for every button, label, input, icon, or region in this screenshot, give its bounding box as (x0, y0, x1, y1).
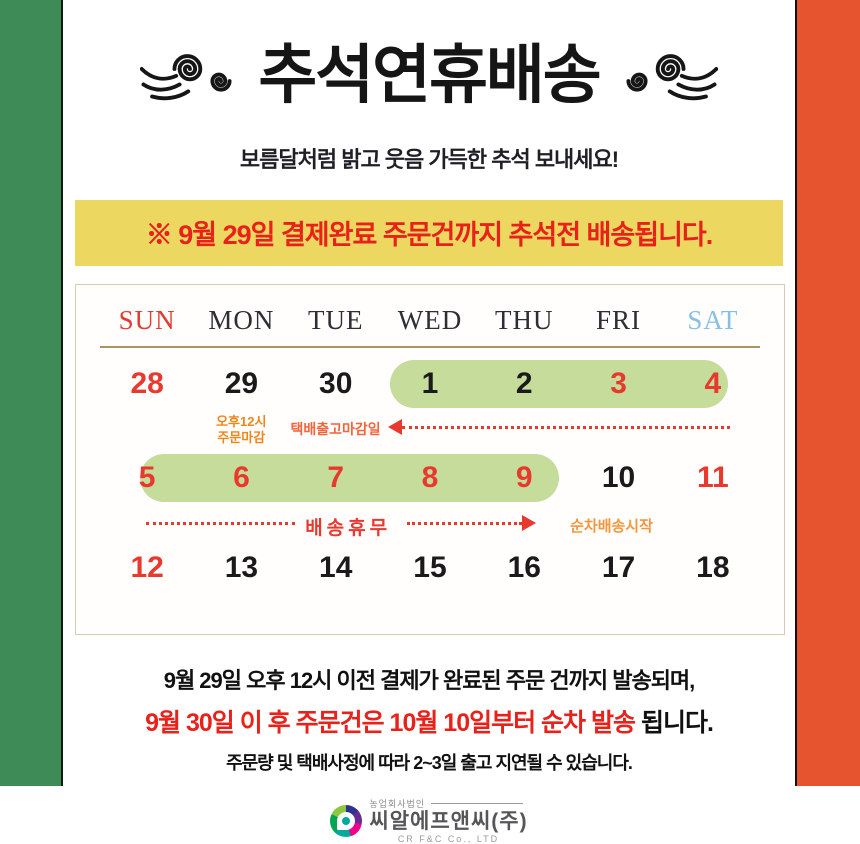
calendar-day: 9 (515, 461, 533, 494)
note-line-2: 9월 30일 이 후 주문건은 10월 10일부터 순차 발송 됩니다. (65, 703, 793, 739)
calendar-day: 17 (601, 551, 636, 584)
calendar-annotation-row-2: 배송휴무 순차배송시작 (100, 506, 760, 542)
left-arrowhead-icon (388, 419, 403, 435)
calendar-day: 15 (413, 551, 447, 584)
delivery-calendar: SUN MON TUE WED THU FRI SAT 28 29 30 1 2… (75, 284, 785, 635)
logo-divider-line (431, 803, 524, 804)
title-row: 추석연휴배송 (65, 0, 793, 126)
sequential-delivery-label: 순차배송시작 (570, 518, 653, 535)
calendar-header-mon: MON (208, 305, 275, 335)
poster-content: 추석연휴배송 보름달처럼 밝고 웃음 가득한 추석 보내세요! ※ 9월 29일… (65, 0, 793, 844)
delivery-holiday-label: 배송휴무 (305, 518, 392, 539)
logo-inner-shape (337, 811, 356, 830)
note-line-3: 주문량 및 택배사정에 따라 2~3일 출고 지연될 수 있습니다. (226, 753, 633, 773)
cloud-swirl-left-icon (140, 54, 232, 101)
notice-banner: ※ 9월 29일 결제완료 주문건까지 추석전 배송됩니다. (75, 200, 783, 266)
notes-section: 9월 29일 오후 12시 이전 결제가 완료된 주문 건까지 발송되며, 9월… (65, 663, 793, 775)
calendar-header-thu: THU (495, 305, 554, 335)
calendar-day: 8 (421, 461, 439, 494)
calendar-annotation-row-1: 오후12시 주문마감 택배출고마감일 (100, 410, 760, 452)
company-logo: 농업회사법인 씨알에프앤씨(주) CR F&C Co., LTD (65, 797, 793, 844)
calendar-day: 28 (130, 367, 164, 400)
dotted-line (406, 522, 523, 525)
logo-type-label: 농업회사법인 (369, 799, 426, 809)
logo-inner-dot (342, 816, 351, 825)
calendar-day: 13 (224, 551, 259, 584)
notice-banner-text: ※ 9월 29일 결제완료 주문건까지 추석전 배송됩니다. (145, 220, 714, 250)
calendar-day: 16 (507, 551, 541, 584)
dotted-line (402, 426, 731, 429)
calendar-day: 3 (610, 367, 627, 400)
calendar-day: 14 (319, 551, 353, 584)
dotted-line (146, 522, 295, 525)
left-green-bar (0, 0, 63, 786)
note-line-2-black: 됩니다. (635, 709, 714, 737)
ship-deadline-label: 택배출고마감일 (290, 421, 381, 437)
logo-texts: 농업회사법인 씨알에프앤씨(주) CR F&C Co., LTD (369, 797, 527, 844)
order-deadline-line1: 오후12시 (216, 414, 267, 429)
calendar-day: 7 (327, 461, 345, 494)
calendar-header-row: SUN MON TUE WED THU FRI SAT (100, 299, 760, 346)
calendar-day: 5 (138, 461, 156, 494)
subtitle: 보름달처럼 밝고 웃음 가득한 추석 보내세요! (239, 147, 619, 172)
calendar-header-tue: TUE (307, 305, 364, 335)
calendar-day: 12 (130, 551, 164, 584)
calendar-day: 2 (515, 367, 533, 400)
calendar-header-sat: SAT (687, 305, 739, 335)
right-arrowhead-icon (522, 515, 537, 531)
calendar-header-sun: SUN (118, 305, 176, 335)
note-line-2-red: 9월 30일 이 후 주문건은 10월 10일부터 순차 발송 (145, 709, 636, 737)
logo-top-row: 농업회사법인 (369, 797, 524, 810)
calendar-week-3: 12 13 14 15 16 17 18 (100, 542, 760, 594)
calendar-header-wed: WED (397, 305, 463, 335)
calendar-header-fri: FRI (596, 305, 642, 335)
holiday-highlight-pill-week1 (390, 360, 729, 408)
calendar-header-rule (100, 346, 760, 348)
order-deadline-label: 오후12시 주문마감 (216, 414, 266, 445)
company-name: 씨알에프앤씨(주) (369, 810, 528, 833)
calendar-day: 4 (704, 367, 722, 400)
company-name-english: CR F&C Co., LTD (397, 834, 500, 844)
right-orange-bar (795, 0, 860, 786)
calendar-day: 11 (696, 461, 729, 494)
company-logo-icon (330, 804, 363, 837)
calendar-day: 1 (421, 367, 439, 400)
calendar-day: 30 (319, 367, 353, 400)
calendar-day: 6 (233, 461, 250, 494)
calendar-week-1: 28 29 30 1 2 3 4 (100, 358, 760, 410)
calendar-week-2: 5 6 7 8 9 10 11 (100, 452, 760, 504)
calendar-day: 10 (601, 461, 636, 494)
calendar-day: 18 (696, 551, 730, 584)
order-deadline-line2: 주문마감 (217, 429, 266, 445)
calendar-day: 29 (224, 367, 259, 400)
holiday-highlight-pill-week2 (139, 454, 560, 502)
note-line-1: 9월 29일 오후 12시 이전 결제가 완료된 주문 건까지 발송되며, (163, 668, 696, 693)
cloud-swirl-right-icon (626, 54, 718, 101)
page-title: 추석연휴배송 (258, 39, 601, 111)
